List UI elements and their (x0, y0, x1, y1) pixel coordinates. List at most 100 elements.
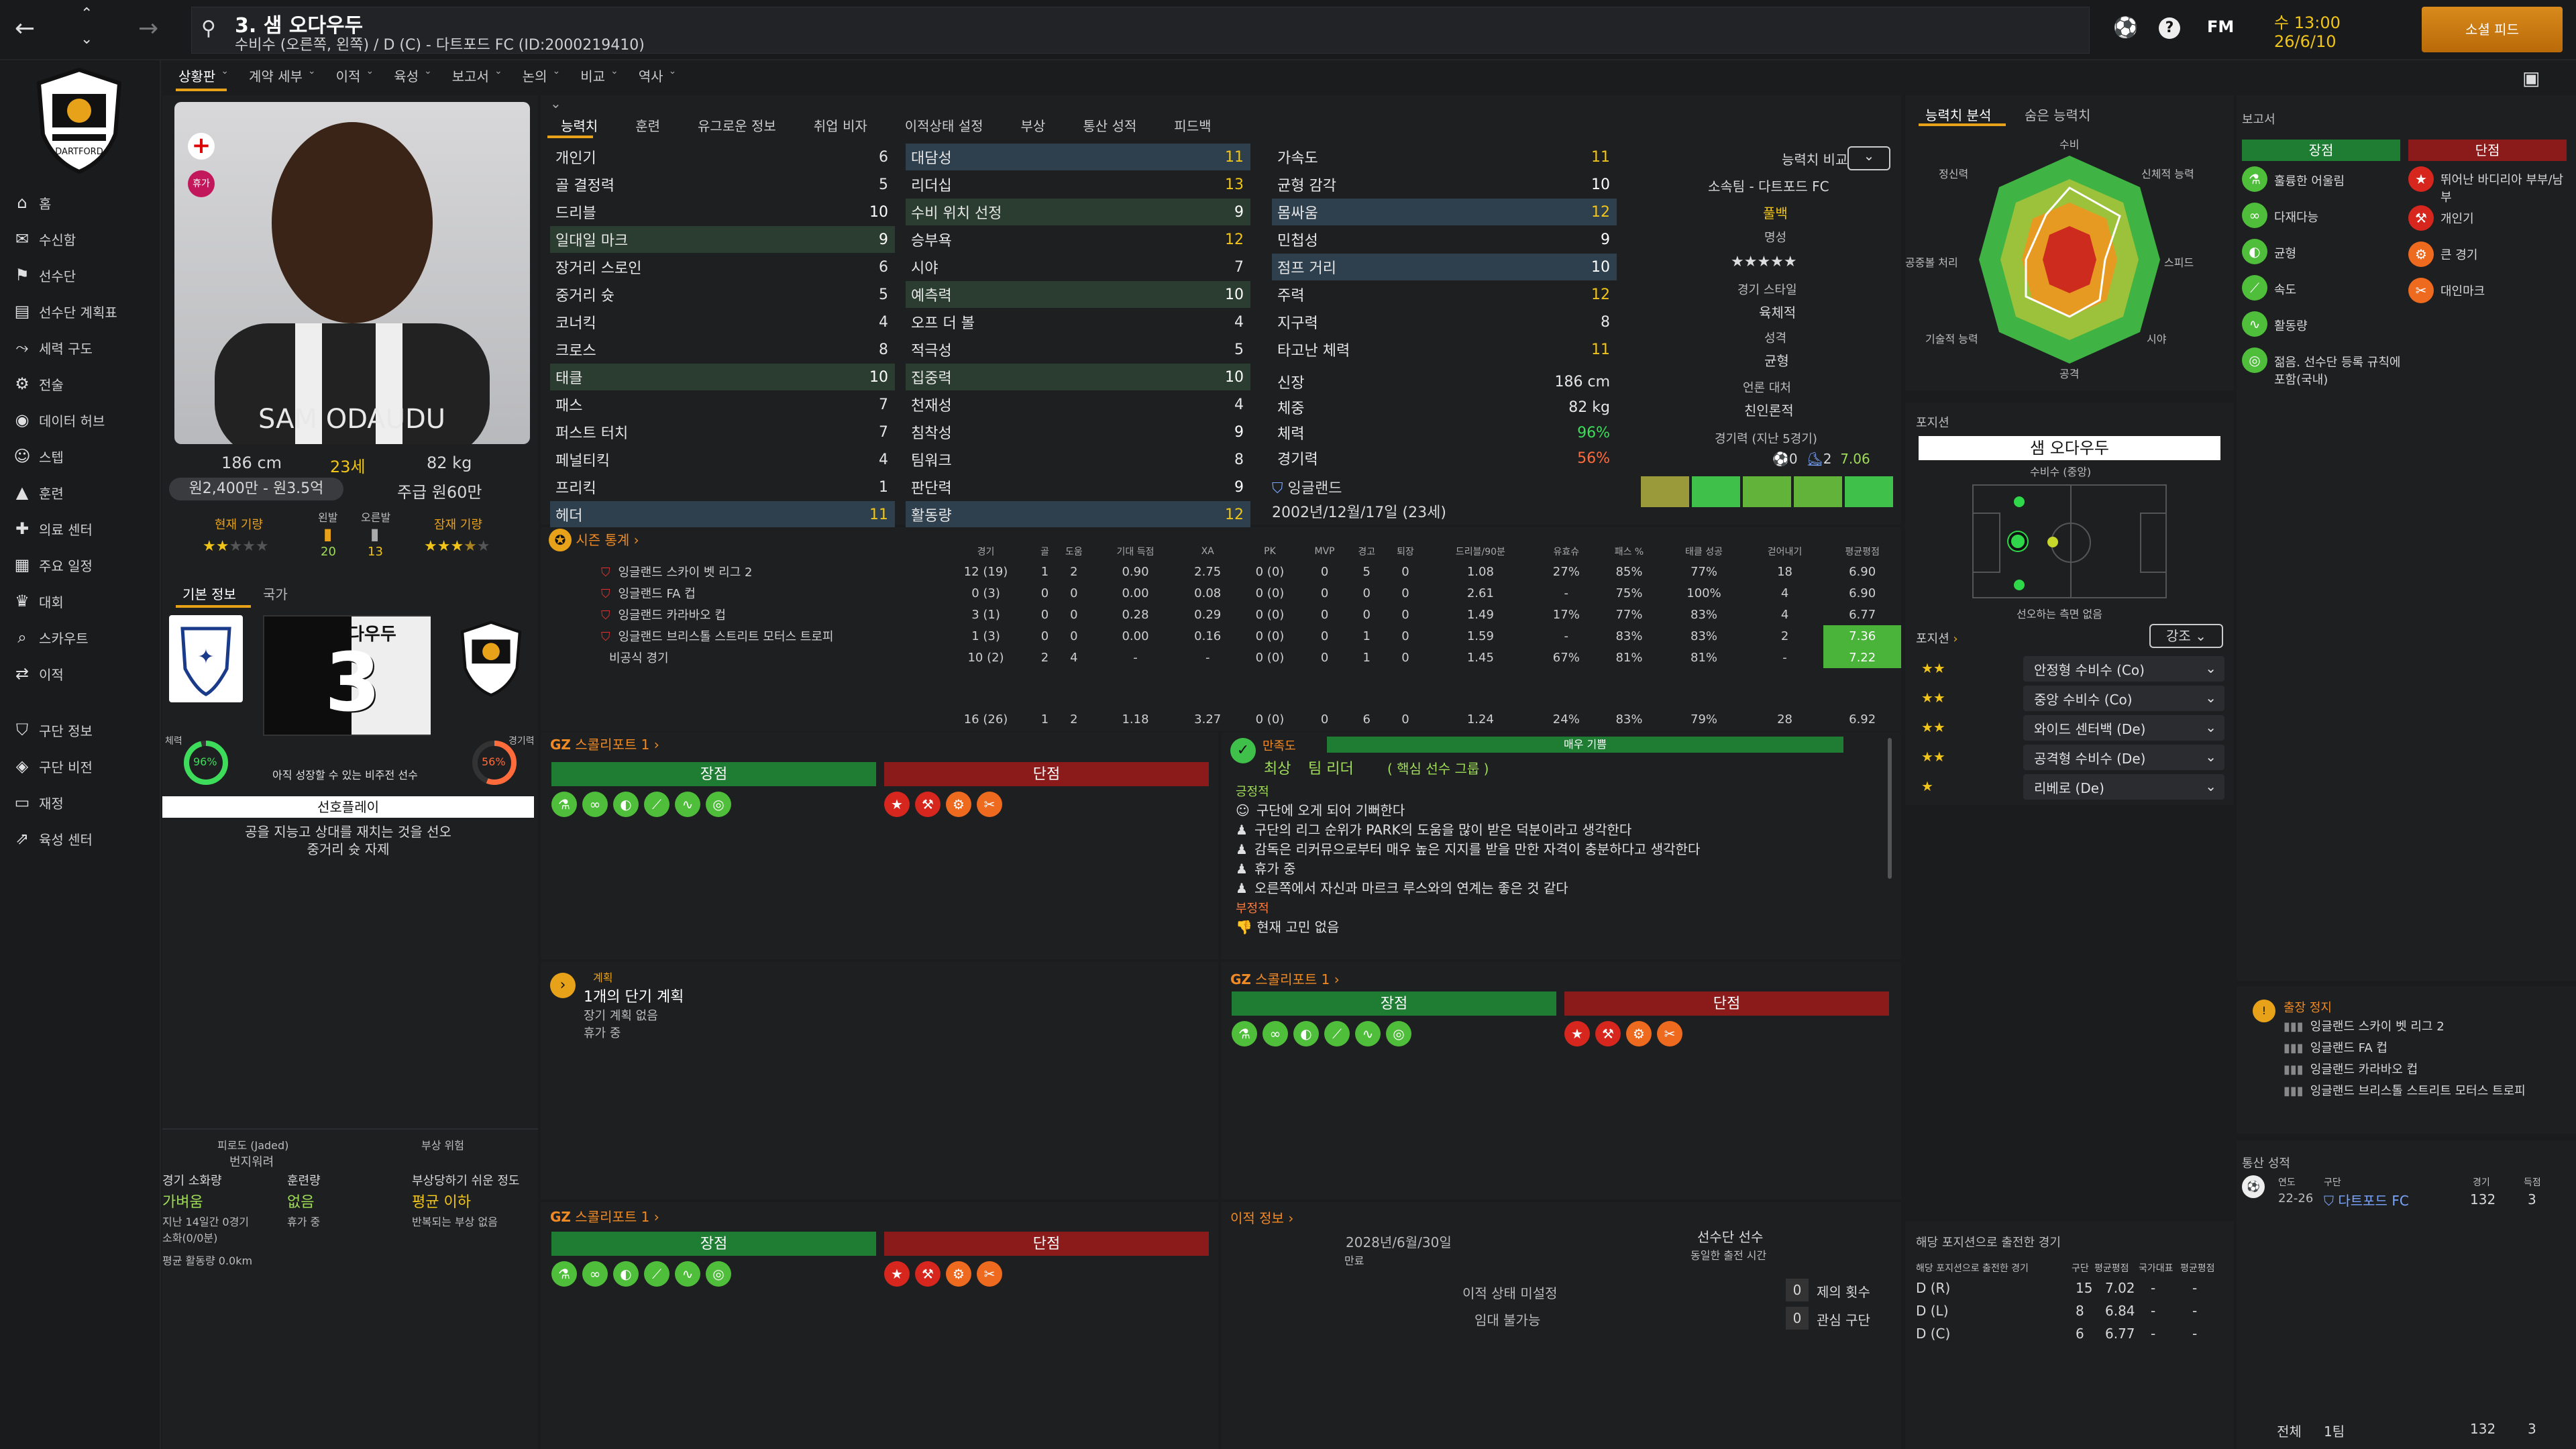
attr-row-technical[interactable]: 골 결정력 5 (550, 171, 895, 198)
tab-attribute-analysis[interactable]: 능력치 분석 (1925, 107, 1992, 123)
menu-item-6[interactable]: 비교 (580, 68, 606, 85)
continue-button[interactable]: 소셜 피드 (2422, 7, 2563, 52)
attr-row-mental[interactable]: 활동량 12 (906, 501, 1250, 528)
tab-hidden-attributes[interactable]: 숨은 능력치 (2025, 107, 2091, 123)
attr-row-physical[interactable]: 타고난 체력 11 (1272, 336, 1617, 363)
attr-row-mental[interactable]: 팀워크 8 (906, 446, 1250, 473)
role-select[interactable]: 와이드 센터백 (De) ⌄ (2023, 715, 2224, 741)
role-row[interactable]: ★ 리베로 (De) ⌄ (1916, 773, 2224, 802)
role-select[interactable]: 리베로 (De) ⌄ (2023, 774, 2224, 800)
sidebar-item-scout[interactable]: ⌕ 스카우트 (12, 623, 88, 652)
sidebar-item-club[interactable]: ⛉ 구단 정보 (12, 715, 93, 745)
attr-row-mental[interactable]: 판단력 9 (906, 474, 1250, 500)
attr-row-physical[interactable]: 주력 12 (1272, 281, 1617, 308)
stats-row[interactable]: ⛉ 잉글랜드 카라바오 컵 3 (1) 0 0 0.28 0.29 0 (0) 0 0 0 1.49 1… (581, 604, 1901, 625)
attr-tab-2[interactable]: 유그로운 정보 (698, 118, 776, 134)
attr-row-mental[interactable]: 오프 더 볼 4 (906, 309, 1250, 335)
up-arrow-icon[interactable]: ⌃ (80, 5, 93, 22)
menu-item-7[interactable]: 역사 (638, 68, 663, 85)
attr-row-mental[interactable]: 예측력 10 (906, 281, 1250, 308)
stats-row[interactable]: ⛉ 잉글랜드 스카이 벳 리그 2 12 (19) 1 2 0.90 2.75 0 (0) 0 5… (581, 561, 1901, 582)
report3-title[interactable]: GZ 스콜리포트 1 › (550, 1209, 659, 1225)
tab-basic-info[interactable]: 기본 정보 (182, 586, 236, 602)
attr-row-physical[interactable]: 균형 감각 10 (1272, 171, 1617, 198)
attr-row-mental[interactable]: 수비 위치 선정 9 (906, 199, 1250, 225)
attr-row-technical[interactable]: 일대일 마크 9 (550, 226, 895, 253)
role-row[interactable]: ★★ 중앙 수비수 (Co) ⌄ (1916, 684, 2224, 714)
attr-row-technical[interactable]: 크로스 8 (550, 336, 895, 363)
attr-tab-4[interactable]: 이적상태 설정 (904, 118, 983, 134)
sidebar-item-dynamics[interactable]: ⤳ 세력 구도 (12, 333, 93, 362)
roles-label[interactable]: 포지션 › (1916, 632, 1958, 646)
sidebar-item-tactics[interactable]: ⚙ 전술 (12, 369, 64, 398)
role-row[interactable]: ★★ 공격형 수비수 (De) ⌄ (1916, 743, 2224, 773)
tab-nation[interactable]: 국가 (263, 586, 288, 602)
highlight-button[interactable]: 강조 ⌄ (2149, 624, 2223, 648)
attr-row-mental[interactable]: 적극성 5 (906, 336, 1250, 363)
attr-row-mental[interactable]: 승부욕 12 (906, 226, 1250, 253)
attr-row-physical[interactable]: 몸싸움 12 (1272, 199, 1617, 225)
sidebar-item-finance[interactable]: ▭ 재정 (12, 788, 64, 817)
menu-item-1[interactable]: 계약 세부 (248, 68, 303, 85)
attr-row-physical[interactable]: 민첩성 9 (1272, 226, 1617, 253)
sidebar-item-vision[interactable]: ◈ 구단 비전 (12, 751, 93, 781)
attr-row-technical[interactable]: 페널티킥 4 (550, 446, 895, 473)
attr-row-mental[interactable]: 시야 7 (906, 254, 1250, 280)
down-arrow-icon[interactable]: ⌄ (80, 31, 93, 48)
back-arrow-icon[interactable]: ← (15, 15, 36, 42)
menu-item-0[interactable]: 상황판 (178, 68, 216, 85)
sidebar-item-development[interactable]: ⇗ 육성 센터 (12, 824, 93, 853)
attr-tab-7[interactable]: 피드백 (1174, 118, 1212, 134)
search-box[interactable]: ⚲ 3. 샘 오다우두 수비수 (오른쪽, 왼쪽) / D (C) - 다트포드… (191, 7, 2090, 54)
layout-icon[interactable]: ▣ (2522, 67, 2540, 89)
attr-row-mental[interactable]: 천재성 4 (906, 391, 1250, 418)
attr-tab-6[interactable]: 통산 성적 (1083, 118, 1137, 134)
morale-scrollbar[interactable] (1888, 738, 1892, 879)
attr-row-physical[interactable]: 점프 거리 10 (1272, 254, 1617, 280)
attr-row-technical[interactable]: 중거리 슛 5 (550, 281, 895, 308)
attr-row-mental[interactable]: 대담성 11 (906, 144, 1250, 170)
role-select[interactable]: 중앙 수비수 (Co) ⌄ (2023, 686, 2224, 711)
menu-item-2[interactable]: 이적 (335, 68, 361, 85)
career-club[interactable]: ⛉ 다트포드 FC (2324, 1193, 2409, 1209)
menu-item-3[interactable]: 육성 (394, 68, 419, 85)
attr-row-technical[interactable]: 퍼스트 터치 7 (550, 419, 895, 445)
attr-row-mental[interactable]: 집중력 10 (906, 364, 1250, 390)
attr-tab-3[interactable]: 취업 비자 (813, 118, 867, 134)
sidebar-item-home[interactable]: ⌂ 홈 (12, 188, 51, 217)
attr-row-physical[interactable]: 가속도 11 (1272, 144, 1617, 170)
attr-tab-0[interactable]: 능력치 (561, 118, 598, 134)
attr-row-technical[interactable]: 코너킥 4 (550, 309, 895, 335)
sidebar-item-squad[interactable]: ⚑ 선수단 (12, 260, 76, 290)
sidebar-item-schedule[interactable]: ▦ 주요 일정 (12, 550, 93, 580)
sidebar-item-data[interactable]: ◉ 데이터 허브 (12, 405, 105, 435)
sidebar-item-inbox[interactable]: ✉ 수신함 (12, 224, 76, 254)
collapse-icon[interactable]: ⌄ (550, 95, 561, 111)
sidebar-item-staff[interactable]: ☺ 스텝 (12, 441, 63, 471)
compare-dropdown[interactable]: ⌄ (1847, 146, 1890, 170)
stats-title[interactable]: ✪ 시즌 통계 › (549, 529, 639, 551)
menu-item-5[interactable]: 논의 (522, 68, 547, 85)
menu-item-4[interactable]: 보고서 (451, 68, 489, 85)
attr-row-technical[interactable]: 패스 7 (550, 391, 895, 418)
forward-arrow-icon[interactable]: → (138, 15, 159, 42)
ball-icon[interactable]: ⚽ (2113, 16, 2139, 40)
morale-title[interactable]: 만족도 (1263, 739, 1296, 753)
role-row[interactable]: ★★ 안정형 수비수 (Co) ⌄ (1916, 655, 2224, 684)
attr-row-technical[interactable]: 프리킥 1 (550, 474, 895, 500)
attr-row-technical[interactable]: 태클 10 (550, 364, 895, 390)
attr-row-technical[interactable]: 장거리 스로인 6 (550, 254, 895, 280)
report1-title[interactable]: GZ 스콜리포트 1 › (550, 737, 659, 753)
attr-row-physical[interactable]: 지구력 8 (1272, 309, 1617, 335)
sidebar-item-plan[interactable]: ▤ 선수단 계획표 (12, 297, 117, 326)
fm-logo[interactable]: FM (2207, 17, 2235, 36)
sidebar-item-transfer[interactable]: ⇄ 이적 (12, 659, 64, 688)
attr-row-technical[interactable]: 드리블 10 (550, 199, 895, 225)
sidebar-item-trophy[interactable]: ♛ 대회 (12, 586, 64, 616)
stats-row[interactable]: 비공식 경기 10 (2) 2 4 - - 0 (0) 0 1 0 1.45 67% 81% 81% - 7.… (581, 647, 1901, 668)
help-icon[interactable]: ? (2159, 17, 2180, 39)
role-row[interactable]: ★★ 와이드 센터백 (De) ⌄ (1916, 714, 2224, 743)
attr-row-mental[interactable]: 리더십 13 (906, 171, 1250, 198)
stats-row[interactable]: ⛉ 잉글랜드 FA 컵 0 (3) 0 0 0.00 0.08 0 (0) 0 0 0 2.61 - 75… (581, 582, 1901, 604)
attr-tab-5[interactable]: 부상 (1020, 118, 1046, 134)
